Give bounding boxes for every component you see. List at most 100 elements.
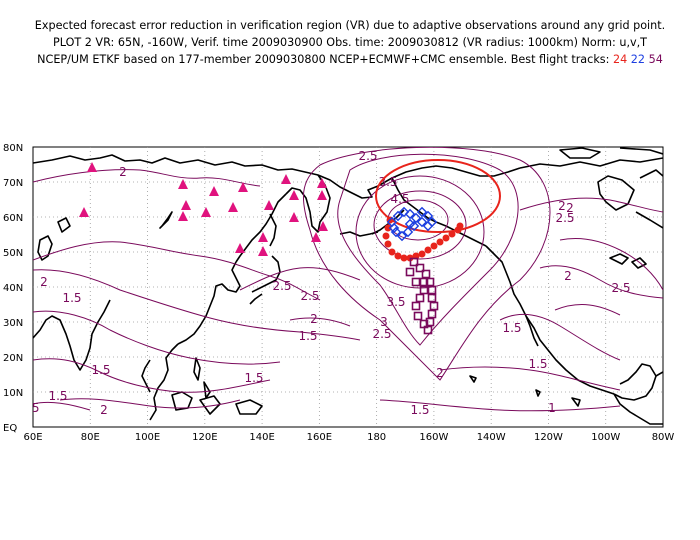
contour-label: 1.5: [91, 363, 110, 377]
flight-track-54: [405, 257, 439, 335]
lon-label: 60E: [23, 432, 42, 443]
plot-frame: [32, 146, 664, 428]
magenta-triangle-icon: [181, 200, 191, 210]
magenta-triangle-icon: [264, 200, 274, 210]
lon-label: 120E: [192, 432, 217, 443]
track-22-point: [426, 216, 438, 228]
track-24-point: [394, 252, 402, 260]
track-22-point: [404, 208, 416, 220]
track-24-point: [436, 238, 444, 246]
magenta-triangle-icon: [281, 174, 291, 184]
track-54-point: [411, 277, 421, 287]
contour-label: 2: [310, 312, 318, 326]
lat-label: 50N: [3, 248, 23, 259]
track-54-point: [425, 317, 435, 327]
track-24-point: [456, 222, 464, 230]
track-24-point: [442, 234, 450, 242]
lon-label: 120W: [534, 432, 563, 443]
track-54-legend-label: 54: [648, 53, 663, 66]
contour-label: 2.5: [272, 279, 291, 293]
contour-label: 2: [119, 165, 127, 179]
lat-label: 10N: [3, 388, 23, 399]
contour-label: 2.5: [372, 327, 391, 341]
contour-label: 1.5: [62, 291, 81, 305]
lon-label: 180: [367, 432, 386, 443]
track-22-point: [392, 210, 404, 222]
track-54-point: [429, 301, 439, 311]
contour-label: 2: [566, 201, 574, 215]
magenta-triangle-icon: [289, 212, 299, 222]
track-22-legend-label: 22: [630, 53, 646, 66]
plot-title-line-3: NCEP/UM ETKF based on 177-member 2009030…: [0, 53, 700, 67]
magenta-triangle-icon: [317, 178, 327, 188]
track-24-point: [384, 224, 392, 232]
track-54-point: [411, 301, 421, 311]
lat-label: 30N: [3, 318, 23, 329]
contour-label: 1.5: [528, 357, 547, 371]
track-54-point: [415, 263, 425, 273]
track-22-point: [390, 226, 402, 238]
magenta-triangle-icon: [228, 202, 238, 212]
magenta-triangle-icon: [79, 207, 89, 217]
contour-label: 1.5: [244, 371, 263, 385]
contour-label: 1.5: [298, 329, 317, 343]
magenta-triangle-icon: [238, 182, 248, 192]
track-22-point: [396, 230, 408, 242]
track-22-point: [402, 226, 414, 238]
track-24-point: [400, 254, 408, 262]
track-54-point: [427, 285, 437, 295]
observation-sites: [79, 162, 328, 256]
lat-label: 60N: [3, 213, 23, 224]
flight-track-24: [382, 216, 464, 262]
track-54-point: [427, 309, 437, 319]
track-24-legend-label: 24: [612, 53, 628, 66]
lon-label: 80W: [652, 432, 675, 443]
verification-region-circle: [375, 159, 501, 233]
magenta-triangle-icon: [258, 246, 268, 256]
lat-label: 40N: [3, 283, 23, 294]
contour-label: 4.5: [390, 192, 409, 206]
lon-label: 140E: [249, 432, 274, 443]
magenta-triangle-icon: [201, 207, 211, 217]
track-54-point: [421, 269, 431, 279]
track-54-point: [409, 257, 419, 267]
contour-label: 1.5: [410, 403, 429, 417]
magenta-triangle-icon: [178, 211, 188, 221]
magenta-triangle-icon: [311, 232, 321, 242]
plot-title-line-2: PLOT 2 VR: 65N, -160W, Verif. time 20090…: [52, 36, 648, 49]
contour-label: 2: [436, 366, 444, 380]
track-24-point: [388, 248, 396, 256]
track-54-point: [425, 277, 435, 287]
track-22-point: [422, 210, 434, 222]
lat-label: 70N: [3, 178, 23, 189]
track-54-point: [405, 267, 415, 277]
track-54-point: [427, 293, 437, 303]
contour-label: 2: [558, 199, 566, 213]
track-24-point: [418, 250, 426, 258]
magenta-triangle-icon: [317, 190, 327, 200]
contour-label: 2: [100, 403, 108, 417]
error-reduction-contours: [33, 147, 663, 412]
lon-label: 160W: [419, 432, 448, 443]
lat-label: 20N: [3, 353, 23, 364]
track-22-point: [410, 212, 422, 224]
track-24-point: [424, 246, 432, 254]
magenta-triangle-icon: [209, 186, 219, 196]
magenta-triangle-icon: [258, 232, 268, 242]
track-22-point: [408, 220, 420, 232]
contour-label: 3: [380, 315, 388, 329]
title-line-3-prefix: NCEP/UM ETKF based on 177-member 2009030…: [37, 53, 610, 66]
contour-label: 1.5: [20, 401, 39, 415]
track-24-point: [382, 232, 390, 240]
track-22-point: [388, 222, 400, 234]
contour-label: 2: [564, 269, 572, 283]
lon-label: 140W: [477, 432, 506, 443]
contour-label: 2.5: [358, 149, 377, 163]
track-54-point: [419, 319, 429, 329]
lon-label: 80E: [81, 432, 100, 443]
contour-label: 3.5: [386, 295, 405, 309]
track-22-point: [404, 218, 416, 230]
contour-label: 2.5: [300, 289, 319, 303]
